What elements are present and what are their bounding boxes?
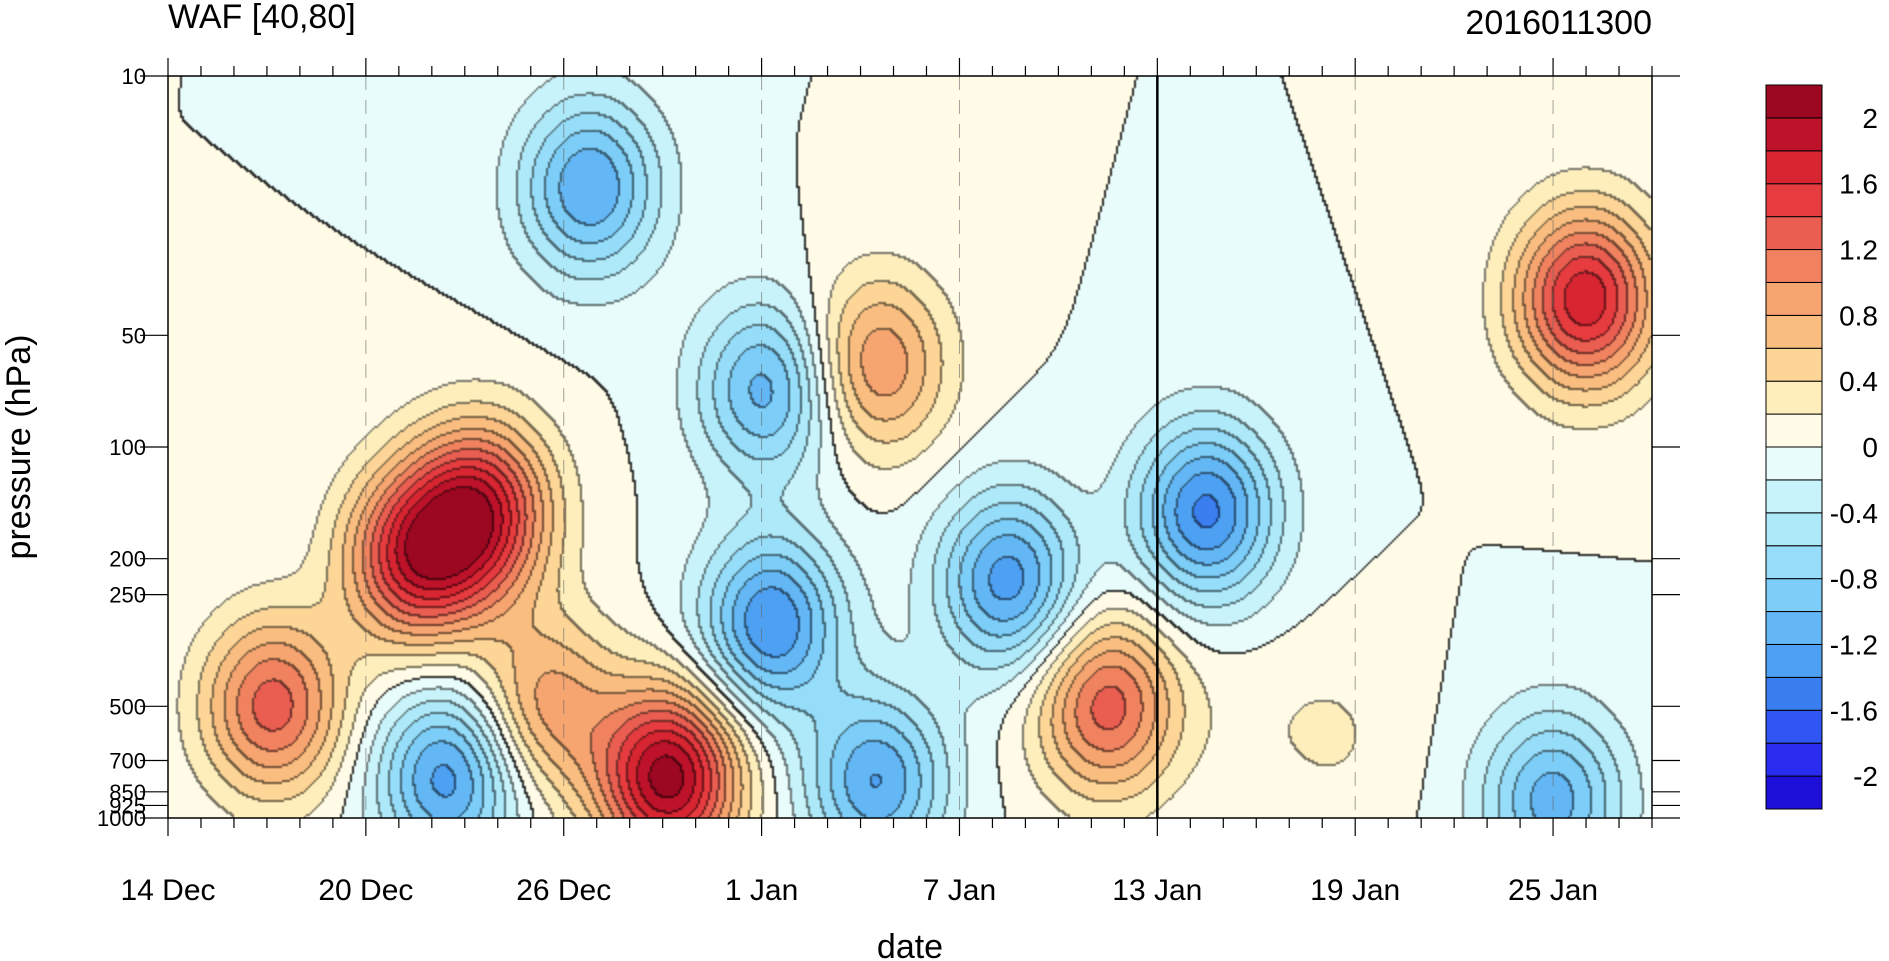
y-tick-label: 925: [109, 793, 146, 818]
colorbar-swatch: [1765, 479, 1823, 514]
colorbar-swatch: [1765, 545, 1823, 580]
colorbar-label: -0.8: [1830, 564, 1878, 595]
y-tick-label: 100: [109, 435, 146, 460]
colorbar-label: 1.2: [1839, 235, 1878, 266]
y-axis-label: pressure (hPa): [0, 335, 38, 560]
x-tick-label: 1 Jan: [725, 874, 798, 907]
colorbar-label: 1.6: [1839, 169, 1878, 200]
colorbar-label: -1.6: [1830, 695, 1878, 726]
y-tick-label: 10: [122, 64, 146, 89]
colorbar-swatch: [1765, 347, 1823, 382]
colorbar-label: 2: [1862, 103, 1878, 134]
colorbar-swatch: [1765, 281, 1823, 316]
colorbar-swatch: [1765, 84, 1823, 119]
y-tick-label: 250: [109, 583, 146, 608]
x-axis: 14 Dec 20 Dec 26 Dec 1 Jan 7 Jan 13 Jan 19 Jan…: [120, 58, 1653, 907]
chart-timestamp: 2016011300: [1465, 4, 1652, 42]
colorbar-swatch: [1765, 578, 1823, 613]
colorbar-swatch: [1765, 611, 1823, 645]
y-tick-label: 500: [109, 694, 146, 719]
x-tick-label: 26 Dec: [516, 874, 611, 907]
y-tick-label: 1000: [97, 806, 146, 831]
colorbar-label: -0.4: [1830, 498, 1878, 529]
plot-area: [168, 76, 1652, 818]
colorbar-swatch: [1765, 446, 1823, 481]
colorbar-swatch: [1765, 775, 1823, 810]
x-tick-label: 14 Dec: [120, 874, 215, 907]
colorbar-label: -1.2: [1830, 629, 1878, 660]
colorbar-swatch: [1765, 512, 1823, 547]
colorbar: 2 1.6 1.2 0.8 0.4 0 -0.4 -0.8 -1.2 -1.6 -2: [1765, 84, 1878, 810]
x-tick-label: 25 Jan: [1508, 874, 1598, 907]
colorbar-swatch: [1765, 216, 1823, 251]
y-tick-label: 200: [109, 547, 146, 572]
colorbar-swatch: [1765, 676, 1823, 711]
y-tick-label: 50: [122, 323, 146, 348]
colorbar-swatch: [1765, 709, 1823, 744]
chart-title: WAF [40,80]: [168, 0, 356, 36]
colorbar-swatch: [1765, 643, 1823, 678]
colorbar-label: 0.4: [1839, 366, 1878, 397]
colorbar-swatch: [1765, 117, 1823, 152]
colorbar-swatch: [1765, 249, 1823, 283]
colorbar-swatch: [1765, 380, 1823, 415]
y-tick-label: 850: [109, 780, 146, 805]
y-tick-label: 700: [109, 749, 146, 774]
x-tick-label: 7 Jan: [923, 874, 996, 907]
x-tick-label: 20 Dec: [318, 874, 413, 907]
x-tick-label: 13 Jan: [1112, 874, 1202, 907]
colorbar-swatch: [1765, 413, 1823, 448]
colorbar-swatch: [1765, 183, 1823, 218]
colorbar-label: -2: [1853, 761, 1878, 792]
colorbar-swatch: [1765, 150, 1823, 185]
colorbar-label: 0.8: [1839, 300, 1878, 331]
colorbar-swatch: [1765, 314, 1823, 349]
x-tick-label: 19 Jan: [1310, 874, 1400, 907]
contour-field: [168, 76, 1652, 818]
colorbar-label: 0: [1862, 432, 1878, 463]
x-axis-label: date: [877, 928, 943, 961]
colorbar-swatch: [1765, 742, 1823, 777]
